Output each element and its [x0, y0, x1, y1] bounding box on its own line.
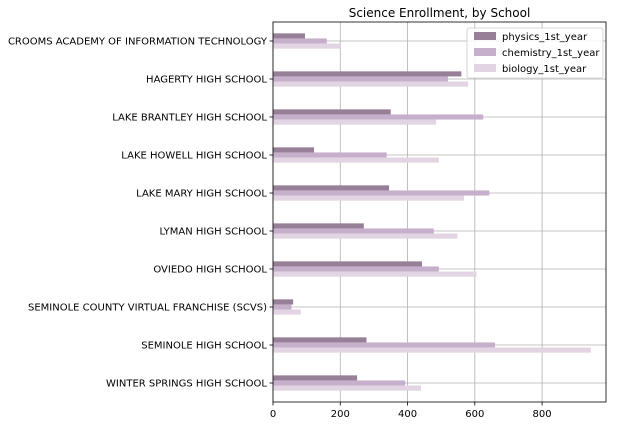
x-axis-ticks: 0 200 400 600 800 — [270, 402, 552, 420]
bar-biology_1st_year — [273, 43, 341, 49]
bar-physics_1st_year — [273, 185, 390, 191]
y-tick-label: LYMAN HIGH SCHOOL — [159, 227, 267, 238]
bar-biology_1st_year — [273, 119, 437, 125]
bar-chemistry_1st_year — [273, 266, 439, 272]
bar-chemistry_1st_year — [273, 304, 292, 310]
x-tick-label: 800 — [533, 409, 552, 420]
bar-biology_1st_year — [273, 157, 439, 163]
bar-biology_1st_year — [273, 309, 301, 315]
y-tick-label: OVIEDO HIGH SCHOOL — [153, 265, 267, 276]
bar-biology_1st_year — [273, 195, 465, 201]
y-tick-label: SEMINOLE COUNTY VIRTUAL FRANCHISE (SCVS) — [28, 303, 267, 314]
bar-biology_1st_year — [273, 233, 458, 239]
y-tick-label: SEMINOLE HIGH SCHOOL — [141, 341, 267, 352]
y-tick-label: WINTER SPRINGS HIGH SCHOOL — [106, 379, 267, 390]
bar-chemistry_1st_year — [273, 76, 448, 82]
bar-physics_1st_year — [273, 375, 358, 381]
bars — [273, 33, 591, 391]
legend-label: chemistry_1st_year — [502, 48, 600, 59]
x-tick-label: 0 — [270, 409, 276, 420]
y-tick-label: CROOMS ACADEMY OF INFORMATION TECHNOLOGY — [8, 37, 268, 48]
bar-physics_1st_year — [273, 261, 423, 267]
bar-physics_1st_year — [273, 71, 462, 77]
bar-chemistry_1st_year — [273, 152, 387, 158]
y-tick-label: HAGERTY HIGH SCHOOL — [146, 75, 267, 86]
bar-physics_1st_year — [273, 33, 305, 39]
bar-physics_1st_year — [273, 109, 391, 115]
bar-chemistry_1st_year — [273, 190, 490, 196]
x-tick-label: 600 — [465, 409, 484, 420]
legend-label: physics_1st_year — [502, 32, 588, 43]
bar-biology_1st_year — [273, 385, 421, 391]
bar-physics_1st_year — [273, 147, 315, 153]
y-tick-label: LAKE MARY HIGH SCHOOL — [136, 189, 267, 200]
x-tick-label: 400 — [398, 409, 417, 420]
legend-label: biology_1st_year — [502, 64, 587, 75]
legend-swatch — [474, 32, 496, 40]
legend: physics_1st_year chemistry_1st_yearbiolog… — [466, 27, 604, 79]
x-tick-label: 200 — [331, 409, 350, 420]
chart-title: Science Enrollment, by School — [349, 6, 531, 20]
bar-biology_1st_year — [273, 271, 477, 277]
bar-biology_1st_year — [273, 347, 591, 353]
bar-physics_1st_year — [273, 337, 367, 343]
bar-physics_1st_year — [273, 223, 364, 229]
bar-chemistry_1st_year — [273, 38, 327, 44]
bar-chemistry_1st_year — [273, 114, 484, 120]
legend-swatch — [474, 48, 496, 56]
bar-physics_1st_year — [273, 299, 294, 305]
plot-frame — [272, 21, 607, 403]
bar-chemistry_1st_year — [273, 380, 406, 386]
bar-biology_1st_year — [273, 81, 469, 87]
y-tick-label: LAKE HOWELL HIGH SCHOOL — [121, 151, 267, 162]
y-tick-label: LAKE BRANTLEY HIGH SCHOOL — [112, 113, 267, 124]
y-axis-labels: CROOMS ACADEMY OF INFORMATION TECHNOLOGY… — [8, 37, 273, 390]
bar-chemistry_1st_year — [273, 228, 434, 234]
legend-swatch — [474, 64, 496, 72]
bar-chemistry_1st_year — [273, 342, 495, 348]
legend-box — [466, 27, 604, 79]
